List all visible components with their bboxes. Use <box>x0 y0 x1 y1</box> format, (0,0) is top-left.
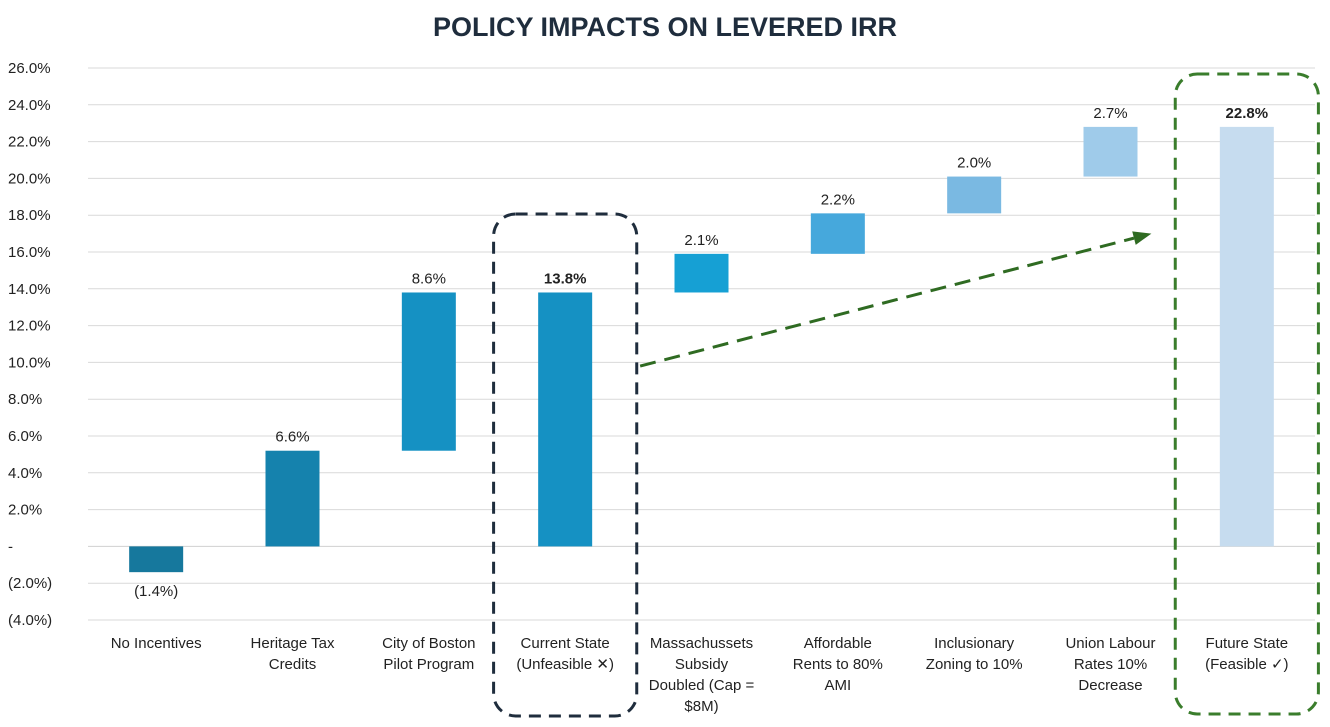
bar <box>538 292 593 547</box>
data-label: 2.2% <box>821 191 855 208</box>
data-label: 13.8% <box>544 270 587 287</box>
annotations <box>492 72 1320 718</box>
y-tick-label: 2.0% <box>8 502 42 519</box>
bar <box>401 292 456 451</box>
category-label: Current State (Unfeasible ✕) <box>516 635 614 673</box>
category-label: Massachussets Subsidy Doubled (Cap = $8M) <box>649 635 755 715</box>
y-tick-label: 20.0% <box>8 170 51 187</box>
bar <box>810 213 865 254</box>
y-tick-label: 14.0% <box>8 281 51 298</box>
y-tick-label: 4.0% <box>8 465 42 482</box>
data-label: 22.8% <box>1226 105 1269 122</box>
data-labels: (1.4%) 6.6% 8.6% 13.8% 2.1% 2.2% 2.0% 2.7% 22.8% <box>134 105 1268 600</box>
highlight-box <box>492 212 639 718</box>
category-label: City of Boston Pilot Program <box>382 635 475 673</box>
y-tick-label: 6.0% <box>8 428 42 445</box>
y-tick-label: 18.0% <box>8 207 51 224</box>
y-tick-label: 12.0% <box>8 318 51 335</box>
data-label: 2.0% <box>957 155 991 172</box>
y-tick-label: (2.0%) <box>8 575 52 592</box>
y-tick-label: 24.0% <box>8 97 51 114</box>
category-label: No Incentives <box>111 635 202 652</box>
bar <box>129 546 184 573</box>
trend-arrow-head <box>1132 231 1152 245</box>
bar <box>947 176 1002 214</box>
y-tick-label: 26.0% <box>8 60 51 77</box>
category-label: Future State (Feasible ✓) <box>1205 635 1288 673</box>
data-label: 8.6% <box>412 270 446 287</box>
bar <box>265 450 320 547</box>
data-label: 6.6% <box>275 429 309 446</box>
trend-arrow-line <box>639 236 1135 368</box>
bar <box>1219 126 1274 547</box>
x-axis-categories: No Incentives Heritage Tax Credits City of … <box>111 635 1289 715</box>
y-tick-label: 16.0% <box>8 244 51 261</box>
category-label: Inclusionary Zoning to 10% <box>926 635 1023 673</box>
data-label: 2.7% <box>1093 105 1127 122</box>
highlight-box <box>1173 72 1320 716</box>
y-tick-label: (4.0%) <box>8 612 52 629</box>
bars <box>129 126 1274 573</box>
y-axis-ticks: (4.0%) (2.0%) - 2.0% 4.0% 6.0% 8.0% 10.0% 12.0% 1… <box>8 60 52 629</box>
category-label: Heritage Tax Credits <box>251 635 335 673</box>
y-tick-label: - <box>8 538 13 555</box>
y-tick-label: 10.0% <box>8 354 51 371</box>
bar <box>1083 126 1138 177</box>
y-tick-label: 22.0% <box>8 134 51 151</box>
data-label: (1.4%) <box>134 583 178 600</box>
data-label: 2.1% <box>684 232 718 249</box>
bar <box>674 253 729 293</box>
category-label: Union Labour Rates 10% Decrease <box>1065 635 1155 694</box>
y-tick-label: 8.0% <box>8 391 42 408</box>
chart-title: POLICY IMPACTS ON LEVERED IRR <box>433 12 897 42</box>
category-label: Affordable Rents to 80% AMI <box>793 635 883 694</box>
